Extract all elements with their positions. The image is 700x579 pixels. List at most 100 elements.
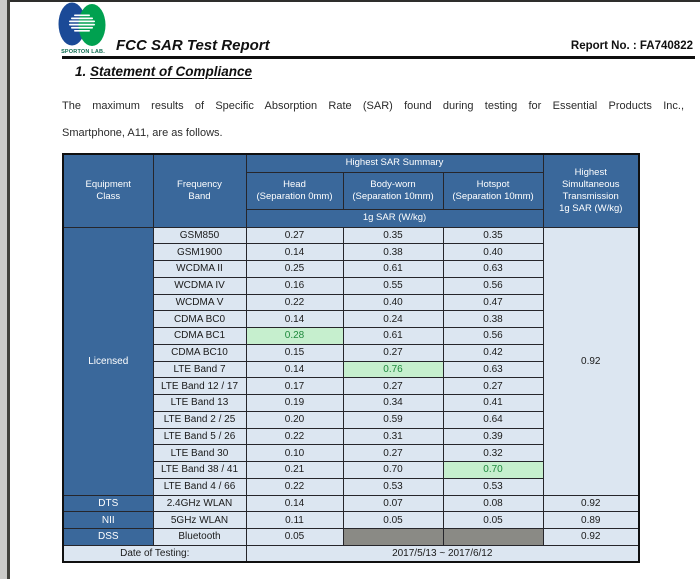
sar-value-cell: 0.08 bbox=[442, 494, 544, 513]
band-cell: LTE Band 7 bbox=[152, 360, 247, 379]
header-head: Head (Separation 0mm) bbox=[245, 171, 344, 210]
sar-value-cell: 0.27 bbox=[342, 377, 444, 395]
page-top-edge bbox=[0, 0, 700, 2]
table-row: DSS Bluetooth 0.05 0.92 bbox=[62, 528, 640, 546]
sar-value-cell: 0.40 bbox=[442, 243, 544, 261]
table-header-row: 1g SAR (W/kg) bbox=[63, 208, 639, 228]
table-row: LTE Band 7 0.14 0.76 0.63 bbox=[63, 360, 639, 379]
table-row: LTE Band 2 / 25 0.20 0.59 0.64 bbox=[63, 410, 639, 429]
date-of-testing-value: 2017/5/13 ~ 2017/6/12 bbox=[245, 544, 640, 563]
sar-value-cell: 0.27 bbox=[245, 226, 344, 245]
sar-value-cell: 0.22 bbox=[245, 477, 344, 496]
sar-value-cell: 0.53 bbox=[342, 477, 444, 496]
equipment-class-cell: Licensed bbox=[62, 226, 154, 496]
sar-value-cell: 0.63 bbox=[442, 360, 544, 379]
date-of-testing-label: Date of Testing: bbox=[62, 544, 247, 563]
sar-table-body: Licensed GSM850 0.27 0.35 0.35 0.92 GSM1900 0.1… bbox=[62, 226, 640, 563]
sar-value-cell: 0.53 bbox=[442, 477, 544, 496]
header-body-worn: Body-worn (Separation 10mm) bbox=[342, 171, 444, 210]
sar-value-cell: 0.38 bbox=[342, 243, 444, 261]
band-cell: CDMA BC1 bbox=[152, 327, 247, 345]
sar-value-cell: 0.22 bbox=[245, 293, 344, 312]
page-left-edge bbox=[7, 0, 10, 579]
band-cell: 5GHz WLAN bbox=[152, 511, 247, 529]
sar-value-cell: 0.56 bbox=[442, 276, 544, 295]
band-cell: LTE Band 30 bbox=[152, 444, 247, 462]
sar-value-cell: 0.07 bbox=[342, 494, 444, 513]
table-header-row: Head (Separation 0mm) Body-worn (Separat… bbox=[63, 171, 639, 210]
table-row: DTS 2.4GHz WLAN 0.14 0.07 0.08 0.92 bbox=[62, 494, 640, 513]
simultaneous-cell: 0.92 bbox=[542, 528, 640, 546]
statement-line-1: The maximum results of Specific Absorpti… bbox=[62, 100, 684, 112]
sar-value-cell: 0.40 bbox=[342, 293, 444, 312]
band-cell: WCDMA IV bbox=[152, 276, 247, 295]
sar-value-cell: 0.32 bbox=[442, 444, 544, 462]
section-title: Statement of Compliance bbox=[90, 64, 253, 79]
equipment-class-cell: NII bbox=[62, 511, 154, 529]
sar-value-cell: 0.35 bbox=[342, 226, 444, 245]
sar-value-cell: 0.27 bbox=[342, 343, 444, 362]
sar-value-cell: 0.70 bbox=[342, 461, 444, 479]
section-heading: 1. Statement of Compliance bbox=[75, 64, 252, 79]
equipment-class-cell: DTS bbox=[62, 494, 154, 513]
band-cell: Bluetooth bbox=[152, 528, 247, 546]
section-number: 1. bbox=[75, 64, 87, 79]
sar-value-cell: 0.76 bbox=[342, 360, 444, 379]
sar-value-cell: 0.55 bbox=[342, 276, 444, 295]
sar-value-cell: 0.64 bbox=[442, 410, 544, 429]
sar-value-cell: 0.41 bbox=[442, 394, 544, 412]
sar-value-cell: 0.05 bbox=[245, 528, 344, 546]
logo-label: SPORTON LAB. bbox=[61, 49, 105, 55]
sar-value-cell: 0.61 bbox=[342, 327, 444, 345]
band-cell: LTE Band 2 / 25 bbox=[152, 410, 247, 429]
sar-value-cell: 0.14 bbox=[245, 243, 344, 261]
statement-line-2: Smartphone, A11, are as follows. bbox=[62, 127, 223, 139]
sar-value-cell: 0.47 bbox=[442, 293, 544, 312]
sar-value-cell: 0.63 bbox=[442, 260, 544, 278]
sar-value-cell: 0.39 bbox=[442, 427, 544, 446]
sar-value-cell: 0.14 bbox=[245, 310, 344, 328]
table-row: CDMA BC10 0.15 0.27 0.42 bbox=[63, 343, 639, 362]
statement-paragraph: The maximum results of Specific Absorpti… bbox=[62, 93, 684, 147]
sar-value-cell: 0.05 bbox=[442, 511, 544, 529]
sar-value-cell: 0.19 bbox=[245, 394, 344, 412]
table-row: LTE Band 12 / 17 0.17 0.27 0.27 bbox=[63, 377, 639, 395]
band-cell: GSM850 bbox=[152, 226, 247, 245]
sar-value-cell: 0.24 bbox=[342, 310, 444, 328]
table-row: WCDMA IV 0.16 0.55 0.56 bbox=[63, 276, 639, 295]
sar-results-table: Equipment Class Frequency Band Highest S… bbox=[62, 153, 640, 563]
sar-value-cell: 0.25 bbox=[245, 260, 344, 278]
header-equipment-class: Equipment Class bbox=[62, 153, 154, 228]
sar-value-cell: 0.59 bbox=[342, 410, 444, 429]
header-rule bbox=[62, 56, 695, 59]
sar-value-cell: 0.27 bbox=[442, 377, 544, 395]
sar-value-cell: 0.34 bbox=[342, 394, 444, 412]
not-tested-cell bbox=[442, 528, 544, 546]
band-cell: CDMA BC10 bbox=[152, 343, 247, 362]
sar-value-cell: 0.27 bbox=[342, 444, 444, 462]
sar-value-cell: 0.28 bbox=[245, 327, 344, 345]
sar-value-cell: 0.17 bbox=[245, 377, 344, 395]
sar-value-cell: 0.22 bbox=[245, 427, 344, 446]
sar-value-cell: 0.20 bbox=[245, 410, 344, 429]
sar-value-cell: 0.15 bbox=[245, 343, 344, 362]
sar-value-cell: 0.11 bbox=[245, 511, 344, 529]
report-number: Report No. : FA740822 bbox=[570, 40, 693, 52]
band-cell: WCDMA II bbox=[152, 260, 247, 278]
equipment-class-cell: DSS bbox=[62, 528, 154, 546]
table-header-row: Equipment Class Frequency Band Highest S… bbox=[62, 153, 640, 228]
header-sar-unit: 1g SAR (W/kg) bbox=[245, 208, 544, 228]
band-cell: 2.4GHz WLAN bbox=[152, 494, 247, 513]
page-left-gutter bbox=[0, 0, 7, 579]
table-row: LTE Band 4 / 66 0.22 0.53 0.53 bbox=[63, 477, 639, 496]
simultaneous-cell: 0.92 bbox=[542, 494, 640, 513]
sar-value-cell: 0.21 bbox=[245, 461, 344, 479]
band-cell: CDMA BC0 bbox=[152, 310, 247, 328]
header-simultaneous: Highest Simultaneous Transmission 1g SAR… bbox=[542, 153, 640, 228]
header-hotspot: Hotspot (Separation 10mm) bbox=[442, 171, 544, 210]
header-frequency-band: Frequency Band bbox=[152, 153, 247, 228]
sar-value-cell: 0.16 bbox=[245, 276, 344, 295]
table-row: Licensed GSM850 0.27 0.35 0.35 0.92 bbox=[62, 226, 640, 496]
sar-value-cell: 0.14 bbox=[245, 494, 344, 513]
